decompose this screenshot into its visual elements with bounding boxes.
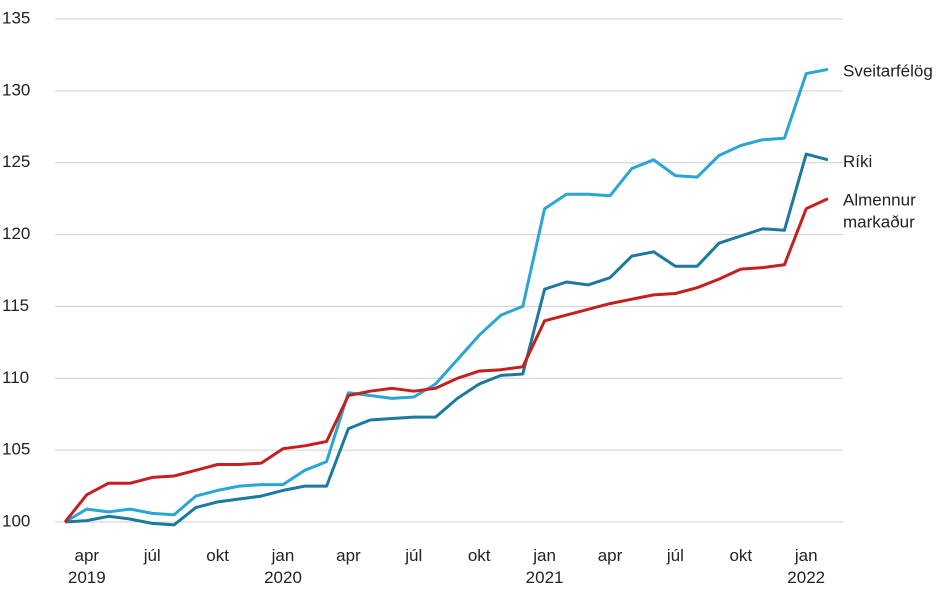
y-tick-label: 120 xyxy=(2,224,30,243)
line-series xyxy=(64,67,829,524)
x-tick-label: jan 2022 xyxy=(787,546,825,587)
y-tick-label: 135 xyxy=(2,8,30,27)
x-tick-label: apr xyxy=(598,546,623,565)
y-tick-label: 110 xyxy=(2,368,29,387)
series-label: Almennur markaður xyxy=(843,191,916,232)
series-label: Ríki xyxy=(843,152,872,171)
x-tick-label: jan 2020 xyxy=(264,546,302,587)
y-tick-label: 130 xyxy=(2,80,30,99)
x-tick-label: okt xyxy=(468,546,491,565)
y-tick-label: 115 xyxy=(2,296,29,315)
x-tick-label: okt xyxy=(206,546,229,565)
y-tick-label: 125 xyxy=(2,152,30,171)
x-tick-label: okt xyxy=(729,546,752,565)
series-label: Sveitarfélög xyxy=(843,62,933,81)
x-tick-label: júl xyxy=(404,546,422,565)
x-tick-label: apr 2019 xyxy=(68,546,106,587)
x-tick-label: júl xyxy=(666,546,684,565)
x-tick-label: apr xyxy=(336,546,361,565)
x-tick-label: jan 2021 xyxy=(526,546,564,587)
x-tick-label: júl xyxy=(143,546,161,565)
y-tick-label: 105 xyxy=(2,440,30,459)
y-tick-label: 100 xyxy=(2,511,30,530)
line-series xyxy=(63,197,829,523)
line-series xyxy=(64,152,829,527)
